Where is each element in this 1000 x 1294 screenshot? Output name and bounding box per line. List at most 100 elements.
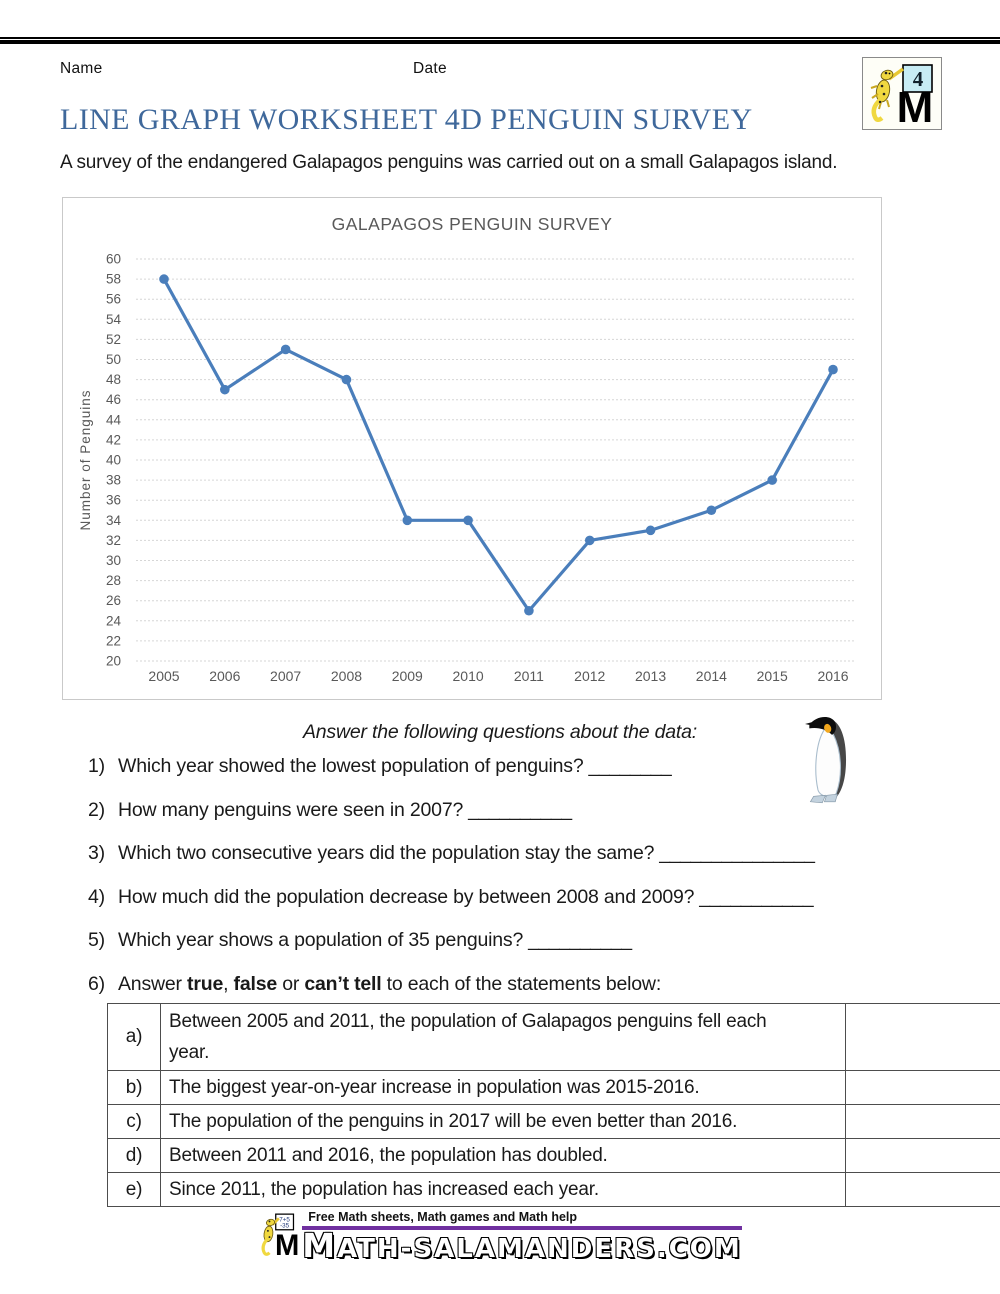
keyword-cant-tell: can’t tell	[304, 972, 382, 995]
data-point-marker	[584, 535, 595, 546]
table-row: b) The biggest year-on-year increase in …	[107, 1070, 1000, 1105]
question-3: 3) Which two consecutive years did the po…	[88, 842, 928, 865]
question-6: 6) Answer true, false or can’t tell to ea…	[88, 973, 928, 996]
svg-text:46: 46	[106, 392, 121, 407]
statement-text: The population of the penguins in 2017 w…	[160, 1104, 846, 1139]
page-title: LINE GRAPH WORKSHEET 4D PENGUIN SURVEY	[60, 103, 753, 136]
name-field-label: Name	[60, 60, 103, 77]
svg-text:44: 44	[106, 412, 122, 427]
data-point-marker	[402, 515, 413, 526]
question-text: Which year shows a population of 35 peng…	[118, 929, 524, 951]
data-series-penguins	[159, 274, 838, 616]
svg-text:54: 54	[106, 312, 122, 327]
svg-text:2015: 2015	[757, 668, 788, 684]
data-point-marker	[524, 605, 534, 616]
svg-text:40: 40	[106, 453, 121, 468]
footer-text-block: Free Math sheets, Math games and Math he…	[302, 1210, 742, 1264]
footer-site-name: MATH-SALAMANDERS.COM	[302, 1226, 742, 1265]
svg-text:28: 28	[106, 573, 121, 588]
table-row: a) Between 2005 and 2011, the population…	[107, 1003, 1000, 1071]
statement-answer-cell	[845, 1070, 1000, 1105]
table-row: c) The population of the penguins in 201…	[107, 1104, 1000, 1139]
statement-answer-cell	[845, 1172, 1000, 1207]
footer-tagline: Free Math sheets, Math games and Math he…	[308, 1210, 578, 1224]
salamander-figure	[261, 1217, 281, 1256]
question-number: 4)	[88, 885, 105, 908]
statement-answer-cell	[845, 1003, 1000, 1071]
svg-text:58: 58	[106, 272, 121, 287]
gridlines	[136, 258, 856, 662]
question-2: 2) How many penguins were seen in 2007? __…	[88, 799, 928, 822]
statement-text: The biggest year-on-year increase in pop…	[160, 1070, 846, 1105]
svg-text:38: 38	[106, 473, 121, 488]
penguin-survey-chart: GALAPAGOS PENGUIN SURVEY 20 22 24 26 28 30 32 3…	[62, 197, 882, 700]
svg-text:2010: 2010	[453, 668, 484, 684]
statement-answer-cell	[845, 1138, 1000, 1173]
question-number: 5)	[88, 929, 105, 951]
question-number: 3)	[88, 842, 105, 864]
svg-text:2011: 2011	[514, 668, 544, 684]
statement-answer-cell	[845, 1104, 1000, 1139]
data-point-marker	[220, 384, 230, 395]
question-4: 4) How much did the population decrease b…	[88, 886, 928, 909]
answer-blank: _______________	[659, 842, 815, 864]
header-divider	[0, 37, 1000, 44]
separator: ,	[223, 972, 234, 995]
y-axis-title: Number of Penguins	[78, 389, 93, 530]
question-number: 1)	[88, 755, 105, 777]
svg-text:-35: -35	[280, 1223, 290, 1230]
svg-text:50: 50	[106, 352, 121, 367]
data-point-marker	[341, 374, 352, 385]
question-1: 1) Which year showed the lowest populatio…	[88, 755, 928, 778]
data-point-marker	[828, 364, 838, 375]
svg-text:24: 24	[106, 613, 122, 628]
svg-text:2013: 2013	[635, 668, 666, 684]
statements-table: a) Between 2005 and 2011, the population…	[107, 1003, 1000, 1207]
statement-letter: c)	[107, 1104, 161, 1139]
statement-text: Between 2011 and 2016, the population ha…	[160, 1138, 846, 1173]
date-field-label: Date	[413, 60, 447, 77]
questions-list: 1) Which year showed the lowest populatio…	[88, 755, 928, 1016]
footer-salamander-icon: M 7+5 -35	[261, 1213, 300, 1260]
footer-branding: M 7+5 -35 Free Math sheets, Math games a…	[0, 1210, 1000, 1264]
svg-text:32: 32	[106, 533, 121, 548]
data-point-marker	[767, 475, 777, 485]
statement-letter: e)	[107, 1172, 161, 1207]
page-subtitle: A survey of the endangered Galapagos pen…	[60, 152, 838, 173]
data-point-marker	[280, 344, 291, 355]
statement-text-content: Between 2005 and 2011, the population of…	[169, 1011, 767, 1063]
table-row: e) Since 2011, the population has increa…	[107, 1172, 1000, 1207]
grade-number: 4	[913, 67, 924, 91]
question-text: How many penguins were seen in 2007?	[118, 798, 464, 821]
svg-text:2009: 2009	[392, 668, 423, 684]
questions-instruction: Answer the following questions about the…	[302, 721, 698, 743]
question-number: 2)	[88, 798, 105, 821]
svg-text:7+5: 7+5	[280, 1216, 291, 1223]
answer-blank: ________	[588, 755, 672, 777]
svg-text:2014: 2014	[696, 668, 727, 684]
line-chart-canvas: 20 22 24 26 28 30 32 34 36 38 40 42 44 46 48 50 52 54 56 58…	[78, 252, 856, 684]
statement-letter: b)	[107, 1070, 161, 1105]
svg-text:48: 48	[106, 372, 121, 387]
question-text-prefix: Answer	[118, 972, 188, 995]
data-point-marker	[645, 525, 656, 536]
svg-text:60: 60	[106, 252, 121, 267]
penguin-illustration	[798, 710, 866, 810]
statement-text: Between 2005 and 2011, the population of…	[160, 1003, 846, 1071]
svg-text:52: 52	[106, 332, 121, 347]
statement-letter: a)	[107, 1003, 161, 1071]
answer-blank: __________	[528, 929, 632, 951]
svg-text:2007: 2007	[270, 668, 301, 684]
number-board	[902, 64, 933, 93]
keyword-true: true	[187, 972, 224, 995]
penguin-icon	[805, 717, 847, 804]
svg-text:2005: 2005	[148, 668, 179, 684]
question-text: Which year showed the lowest population …	[118, 755, 584, 777]
question-5: 5) Which year shows a population of 35 pe…	[88, 929, 928, 952]
data-point-marker	[463, 515, 473, 526]
svg-text:22: 22	[106, 633, 121, 648]
table-row: d) Between 2011 and 2016, the population…	[107, 1138, 1000, 1173]
svg-text:2016: 2016	[817, 668, 848, 684]
svg-text:42: 42	[106, 432, 121, 447]
x-axis-tick-labels: 2005 2006 2007 2008 2009 2010 2011 2012 2013 2014…	[148, 668, 848, 684]
